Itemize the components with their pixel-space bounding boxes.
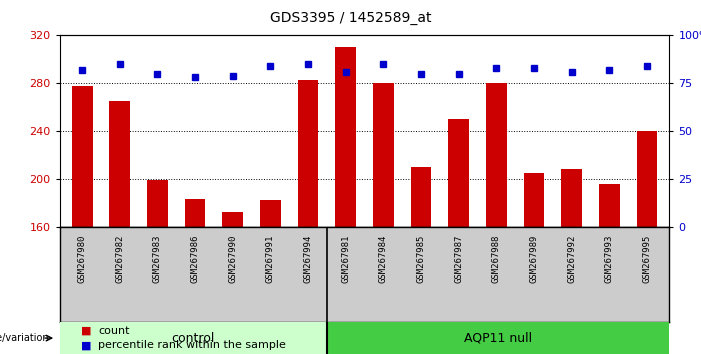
- Bar: [448, 119, 469, 227]
- Text: count: count: [98, 326, 130, 336]
- Bar: [60, 322, 327, 354]
- Text: GSM267983: GSM267983: [153, 234, 162, 282]
- Text: GSM267982: GSM267982: [116, 234, 124, 282]
- Bar: [411, 167, 431, 227]
- Text: GSM267981: GSM267981: [341, 234, 350, 282]
- Text: GSM267991: GSM267991: [266, 234, 275, 282]
- Bar: [72, 86, 93, 227]
- Text: GSM267986: GSM267986: [191, 234, 200, 282]
- Bar: [109, 101, 130, 227]
- Text: GSM267989: GSM267989: [529, 234, 538, 282]
- Bar: [185, 199, 205, 227]
- Text: genotype/variation: genotype/variation: [0, 333, 49, 343]
- Bar: [637, 131, 658, 227]
- Bar: [373, 83, 394, 227]
- Bar: [524, 173, 544, 227]
- Bar: [486, 83, 507, 227]
- Text: GSM267985: GSM267985: [416, 234, 426, 282]
- Text: percentile rank within the sample: percentile rank within the sample: [98, 340, 286, 350]
- Bar: [298, 80, 318, 227]
- Bar: [562, 169, 582, 227]
- Text: GSM267994: GSM267994: [304, 234, 313, 282]
- Text: GSM267990: GSM267990: [229, 234, 237, 282]
- Bar: [222, 212, 243, 227]
- Text: AQP11 null: AQP11 null: [464, 332, 532, 344]
- Text: control: control: [172, 332, 215, 344]
- Text: GSM267988: GSM267988: [492, 234, 501, 282]
- Text: GSM267984: GSM267984: [379, 234, 388, 282]
- Text: GSM267987: GSM267987: [454, 234, 463, 282]
- Bar: [335, 47, 356, 227]
- Bar: [260, 200, 281, 227]
- Text: GSM267992: GSM267992: [567, 234, 576, 282]
- Text: GDS3395 / 1452589_at: GDS3395 / 1452589_at: [270, 11, 431, 25]
- Text: GSM267993: GSM267993: [605, 234, 613, 282]
- Text: GSM267995: GSM267995: [642, 234, 651, 282]
- Text: ■: ■: [81, 340, 91, 350]
- Text: ■: ■: [81, 326, 91, 336]
- Bar: [147, 180, 168, 227]
- Text: GSM267980: GSM267980: [78, 234, 87, 282]
- Bar: [327, 322, 669, 354]
- Bar: [599, 183, 620, 227]
